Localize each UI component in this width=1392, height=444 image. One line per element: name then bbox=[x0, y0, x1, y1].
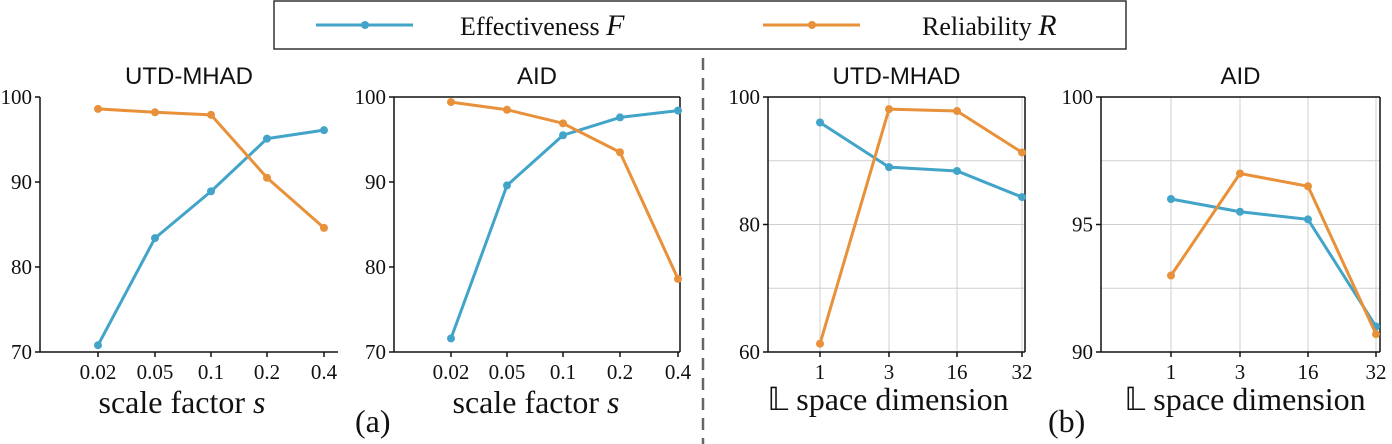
x-tick-label: 32 bbox=[1012, 360, 1033, 384]
y-tick-label: 80 bbox=[11, 255, 32, 279]
data-point-effectiveness bbox=[674, 106, 682, 115]
data-point-reliability bbox=[616, 148, 624, 157]
series-line-effectiveness bbox=[1170, 197, 1378, 328]
data-point-effectiveness bbox=[885, 163, 893, 172]
series-line-effectiveness bbox=[96, 128, 325, 346]
series-line-reliability bbox=[97, 107, 325, 230]
data-point-effectiveness bbox=[1304, 215, 1312, 224]
x-tick-label: 0.05 bbox=[137, 360, 174, 384]
series-line-reliability bbox=[450, 100, 680, 280]
data-point-reliability bbox=[447, 98, 455, 107]
data-point-reliability bbox=[207, 110, 215, 119]
x-axis-label-panel-4: 𝕃 space dimension bbox=[1124, 381, 1365, 417]
series-line-reliability bbox=[1169, 172, 1378, 335]
data-point-reliability bbox=[263, 173, 271, 182]
y-tick-label: 100 bbox=[1, 85, 33, 109]
x-tick-label: 0.2 bbox=[607, 360, 633, 384]
data-point-effectiveness bbox=[953, 166, 961, 175]
x-axis-label-panel-2: scale factor s bbox=[452, 384, 619, 420]
y-tick-label: 100 bbox=[355, 85, 387, 109]
data-point-effectiveness bbox=[263, 134, 271, 143]
x-tick-label: 3 bbox=[1235, 360, 1246, 384]
y-tick-label: 90 bbox=[11, 170, 32, 194]
legend-label-effectiveness: Effectiveness F bbox=[460, 9, 625, 42]
x-tick-label: 0.1 bbox=[198, 360, 224, 384]
data-point-reliability bbox=[1167, 271, 1175, 280]
x-axis-label-panel-1: scale factor s bbox=[98, 384, 265, 420]
x-tick-label: 3 bbox=[884, 360, 895, 384]
legend-marker-reliability bbox=[808, 21, 816, 29]
x-tick-label: 0.4 bbox=[311, 360, 338, 384]
data-point-reliability bbox=[559, 119, 567, 128]
data-point-reliability bbox=[1304, 182, 1312, 191]
x-tick-label: 0.02 bbox=[433, 360, 470, 384]
data-point-effectiveness bbox=[207, 187, 215, 196]
data-point-effectiveness bbox=[1236, 207, 1244, 216]
panel-title: AID bbox=[1220, 63, 1260, 90]
x-tick-label: 32 bbox=[1366, 360, 1387, 384]
panel-title: UTD-MHAD bbox=[833, 63, 961, 90]
x-tick-label: 1 bbox=[815, 360, 826, 384]
panel-title: AID bbox=[517, 63, 557, 90]
data-point-effectiveness bbox=[94, 341, 102, 350]
chart-panel-3: UTD-MHAD 60 80 100 1 3 16 32 bbox=[729, 63, 1033, 384]
data-point-effectiveness bbox=[816, 118, 824, 127]
x-axis-label-panel-3: 𝕃 space dimension bbox=[767, 381, 1008, 417]
data-point-reliability bbox=[320, 223, 328, 232]
series-line-effectiveness bbox=[449, 109, 679, 339]
x-tick-label: 0.4 bbox=[665, 360, 692, 384]
y-tick-label: 60 bbox=[739, 340, 760, 364]
data-point-reliability bbox=[151, 108, 159, 117]
legend-label-reliability: Reliability R bbox=[922, 9, 1057, 42]
x-tick-label: 16 bbox=[947, 360, 968, 384]
x-tick-label: 0.02 bbox=[80, 360, 117, 384]
x-tick-label: 0.05 bbox=[489, 360, 526, 384]
data-point-effectiveness bbox=[559, 131, 567, 140]
data-point-effectiveness bbox=[1167, 195, 1175, 203]
series-line-effectiveness bbox=[819, 121, 1023, 199]
legend-box bbox=[273, 0, 1127, 50]
panel-title: UTD-MHAD bbox=[125, 63, 253, 90]
series-line-reliability bbox=[818, 107, 1023, 345]
data-point-reliability bbox=[1236, 169, 1244, 178]
y-tick-label: 100 bbox=[729, 85, 761, 109]
y-tick-label: 95 bbox=[1072, 213, 1093, 237]
data-point-reliability bbox=[1018, 148, 1026, 157]
y-tick-label: 90 bbox=[1072, 340, 1093, 364]
chart-panel-2: AID 70 80 90 100 0.02 0.05 0.1 0.2 0.4 bbox=[355, 63, 692, 384]
data-point-reliability bbox=[674, 274, 682, 283]
y-tick-label: 70 bbox=[11, 340, 32, 364]
data-point-effectiveness bbox=[616, 113, 624, 122]
data-point-reliability bbox=[503, 105, 511, 114]
chart-panel-4: AID 90 95 100 1 3 16 32 bbox=[1062, 63, 1387, 384]
x-tick-label: 0.1 bbox=[550, 360, 576, 384]
data-point-effectiveness bbox=[151, 234, 159, 243]
y-tick-label: 90 bbox=[365, 170, 386, 194]
data-point-effectiveness bbox=[503, 181, 511, 190]
data-point-effectiveness bbox=[447, 334, 455, 343]
panels: UTD-MHAD 70 80 90 100 0.02 0.05 0.1 0.2 0.4 AID 70 8… bbox=[1, 63, 1387, 384]
data-point-reliability bbox=[816, 339, 824, 348]
data-point-reliability bbox=[1372, 330, 1380, 339]
x-tick-label: 1 bbox=[1166, 360, 1177, 384]
y-tick-label: 80 bbox=[739, 213, 760, 237]
data-point-reliability bbox=[94, 104, 102, 113]
data-point-effectiveness bbox=[320, 126, 328, 135]
y-tick-label: 70 bbox=[365, 340, 386, 364]
x-tick-label: 0.2 bbox=[254, 360, 280, 384]
y-tick-label: 80 bbox=[365, 255, 386, 279]
subfigure-label-a: (a) bbox=[355, 403, 391, 439]
data-point-reliability bbox=[953, 107, 961, 116]
y-tick-label: 100 bbox=[1062, 85, 1094, 109]
legend-marker-effectiveness bbox=[361, 21, 369, 29]
chart-panel-1: UTD-MHAD 70 80 90 100 0.02 0.05 0.1 0.2 0.4 bbox=[1, 63, 338, 384]
x-tick-label: 16 bbox=[1298, 360, 1319, 384]
data-point-effectiveness bbox=[1018, 193, 1026, 202]
legend: Effectiveness F Reliability R bbox=[273, 0, 1127, 50]
subfigure-label-b: (b) bbox=[1048, 403, 1085, 439]
data-point-reliability bbox=[885, 105, 893, 114]
